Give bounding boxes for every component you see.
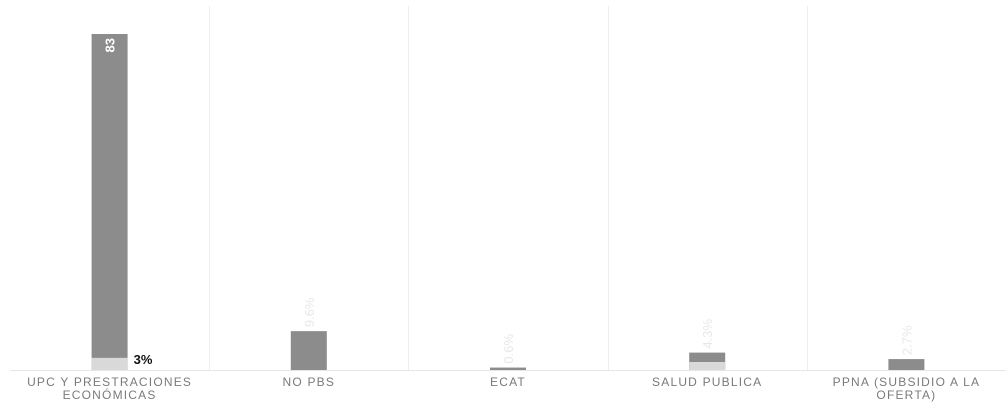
data-label: 3%: [134, 352, 153, 367]
x-tick-label: ECAT: [490, 375, 526, 389]
x-tick-label: SALUD PUBLICA: [652, 375, 763, 389]
bar: [290, 331, 327, 370]
data-label: 83: [103, 38, 118, 52]
x-tick-label: PPNA (SUBSIDIO A LA OFERTA): [832, 375, 981, 402]
bar: [888, 359, 925, 370]
data-label: 0.6%: [501, 333, 516, 363]
data-label: 9.6%: [302, 297, 317, 327]
bar: [490, 367, 526, 370]
bar: [91, 34, 128, 370]
bar-segment: [689, 362, 726, 370]
bar-segment: [91, 357, 128, 370]
data-label: 2.7%: [899, 325, 914, 355]
x-tick-label: NO PBS: [282, 375, 336, 389]
x-tick-label: UPC Y PRESTRACIONES ECONÓMICAS: [27, 375, 193, 402]
data-label: 4.3%: [700, 319, 715, 349]
